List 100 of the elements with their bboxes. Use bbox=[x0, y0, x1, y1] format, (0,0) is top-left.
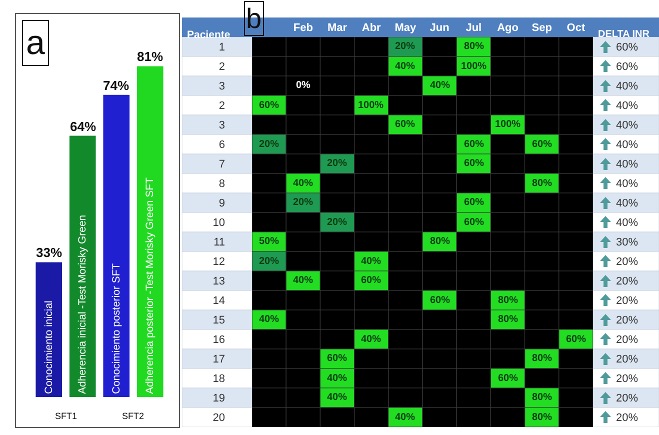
data-label: 40% bbox=[395, 412, 416, 423]
data-label: 100% bbox=[495, 119, 521, 130]
data-label: 60% bbox=[395, 119, 416, 130]
y2-tick-label: 20% bbox=[616, 256, 638, 268]
data-label: 20% bbox=[327, 217, 348, 228]
y-tick-label: 19 bbox=[212, 392, 225, 405]
data-label: 40% bbox=[293, 275, 314, 286]
y-tick-label: 6 bbox=[218, 139, 225, 152]
data-label: 40% bbox=[361, 334, 382, 345]
data-label: 20% bbox=[293, 197, 314, 208]
data-label: 80% bbox=[498, 295, 518, 306]
y2-tick-label: 40% bbox=[616, 217, 638, 230]
x-tick-label: Jul bbox=[466, 22, 482, 34]
data-label: 100% bbox=[358, 100, 384, 111]
y2-tick-label: 40% bbox=[616, 80, 638, 93]
y2-axis-title: DELTA INR bbox=[598, 29, 650, 40]
data-label: 74% bbox=[103, 78, 130, 93]
data-label: 60% bbox=[566, 334, 586, 345]
data-label: 40% bbox=[361, 256, 382, 267]
y-tick-label: 20 bbox=[212, 412, 225, 424]
y2-tick-label: 60% bbox=[616, 61, 638, 74]
data-label: 80% bbox=[532, 178, 552, 189]
x-tick-label: Sep bbox=[532, 22, 552, 34]
data-label: 50% bbox=[259, 236, 280, 247]
data-label: 20% bbox=[259, 256, 280, 267]
x-tick-label: Conocimiento inicial bbox=[42, 300, 55, 394]
data-label: 60% bbox=[464, 158, 484, 169]
y-tick-label: 8 bbox=[218, 178, 225, 190]
data-label: 60% bbox=[464, 139, 484, 150]
y-tick-label: 14 bbox=[212, 295, 225, 308]
y2-tick-label: 20% bbox=[616, 412, 638, 424]
y-tick-label: 3 bbox=[218, 80, 225, 93]
y-tick-label: 16 bbox=[212, 334, 225, 346]
y-tick-label: 1 bbox=[218, 42, 225, 54]
y-tick-label: 7 bbox=[218, 158, 225, 171]
data-label: 20% bbox=[259, 139, 280, 150]
y-tick-label: 2 bbox=[218, 100, 225, 112]
y2-tick-label: 40% bbox=[616, 178, 638, 190]
data-label: 40% bbox=[430, 80, 450, 91]
data-label: 100% bbox=[461, 61, 487, 72]
data-label: 64% bbox=[70, 119, 96, 134]
data-label: 60% bbox=[430, 295, 450, 306]
y2-tick-label: 40% bbox=[616, 120, 638, 132]
y-tick-label: 2 bbox=[218, 61, 225, 74]
data-label: 40% bbox=[259, 314, 280, 325]
y-tick-label: 3 bbox=[218, 120, 225, 132]
data-label: 20% bbox=[395, 41, 416, 52]
data-label: 60% bbox=[464, 197, 484, 208]
y2-tick-label: 20% bbox=[616, 334, 638, 346]
data-label: 40% bbox=[327, 373, 348, 384]
y2-tick-label: 20% bbox=[616, 392, 638, 405]
chart-title: a bbox=[26, 24, 45, 62]
y2-tick-label: 40% bbox=[616, 139, 638, 152]
y-tick-label: 11 bbox=[214, 236, 225, 249]
y-tick-label: 13 bbox=[212, 276, 225, 288]
data-label: 33% bbox=[36, 245, 62, 260]
y2-tick-label: 30% bbox=[616, 236, 638, 249]
x-tick-label: Adherencia inicial -Test Morisky Green bbox=[76, 214, 89, 394]
data-label: 60% bbox=[464, 217, 484, 228]
y2-tick-label: 60% bbox=[616, 42, 638, 54]
data-label: 40% bbox=[395, 61, 416, 72]
data-label: 40% bbox=[293, 178, 314, 189]
data-label: 80% bbox=[532, 412, 552, 423]
data-label: 60% bbox=[361, 275, 382, 286]
y2-tick-label: 20% bbox=[616, 314, 638, 327]
x-tick-label: Oct bbox=[566, 22, 586, 34]
x-tick-label: Feb bbox=[293, 22, 314, 34]
x-tick-label: Abr bbox=[362, 22, 382, 34]
data-label: 80% bbox=[464, 41, 484, 52]
data-label: 60% bbox=[498, 373, 518, 384]
y2-tick-label: 20% bbox=[616, 373, 638, 386]
y2-tick-label: 40% bbox=[616, 158, 638, 171]
x-tick-label: Adherencia posterior -Test Morisky Green SFT bbox=[144, 176, 156, 394]
y2-tick-label: 40% bbox=[616, 198, 638, 210]
text: SFT2 bbox=[122, 411, 144, 421]
x-tick-label: Conocimiento posterior SFT bbox=[110, 262, 122, 394]
data-label: 80% bbox=[532, 392, 552, 403]
y2-tick-label: 40% bbox=[616, 100, 638, 112]
data-label: 40% bbox=[327, 392, 348, 403]
data-label: 80% bbox=[532, 353, 552, 364]
x-tick-label: May bbox=[394, 22, 418, 34]
y2-tick-label: 20% bbox=[616, 295, 638, 308]
data-label: 0% bbox=[296, 80, 311, 91]
x-tick-label: Jun bbox=[430, 22, 450, 34]
data-label: 80% bbox=[430, 236, 450, 247]
x-tick-label: Ago bbox=[497, 22, 519, 34]
y-tick-label: 18 bbox=[212, 373, 225, 386]
y-tick-label: 9 bbox=[218, 198, 225, 210]
text: SFT1 bbox=[55, 411, 78, 421]
data-label: 60% bbox=[532, 139, 552, 150]
y2-tick-label: 20% bbox=[616, 354, 638, 366]
y-tick-label: 10 bbox=[212, 217, 225, 230]
y-tick-label: 15 bbox=[212, 314, 225, 327]
data-label: 20% bbox=[327, 158, 348, 169]
data-label: 81% bbox=[137, 49, 164, 64]
y-tick-label: 12 bbox=[212, 256, 225, 268]
y2-tick-label: 20% bbox=[616, 276, 638, 288]
data-label: 60% bbox=[327, 353, 348, 364]
data-label: 80% bbox=[498, 314, 518, 325]
x-tick-label: Mar bbox=[327, 22, 348, 34]
